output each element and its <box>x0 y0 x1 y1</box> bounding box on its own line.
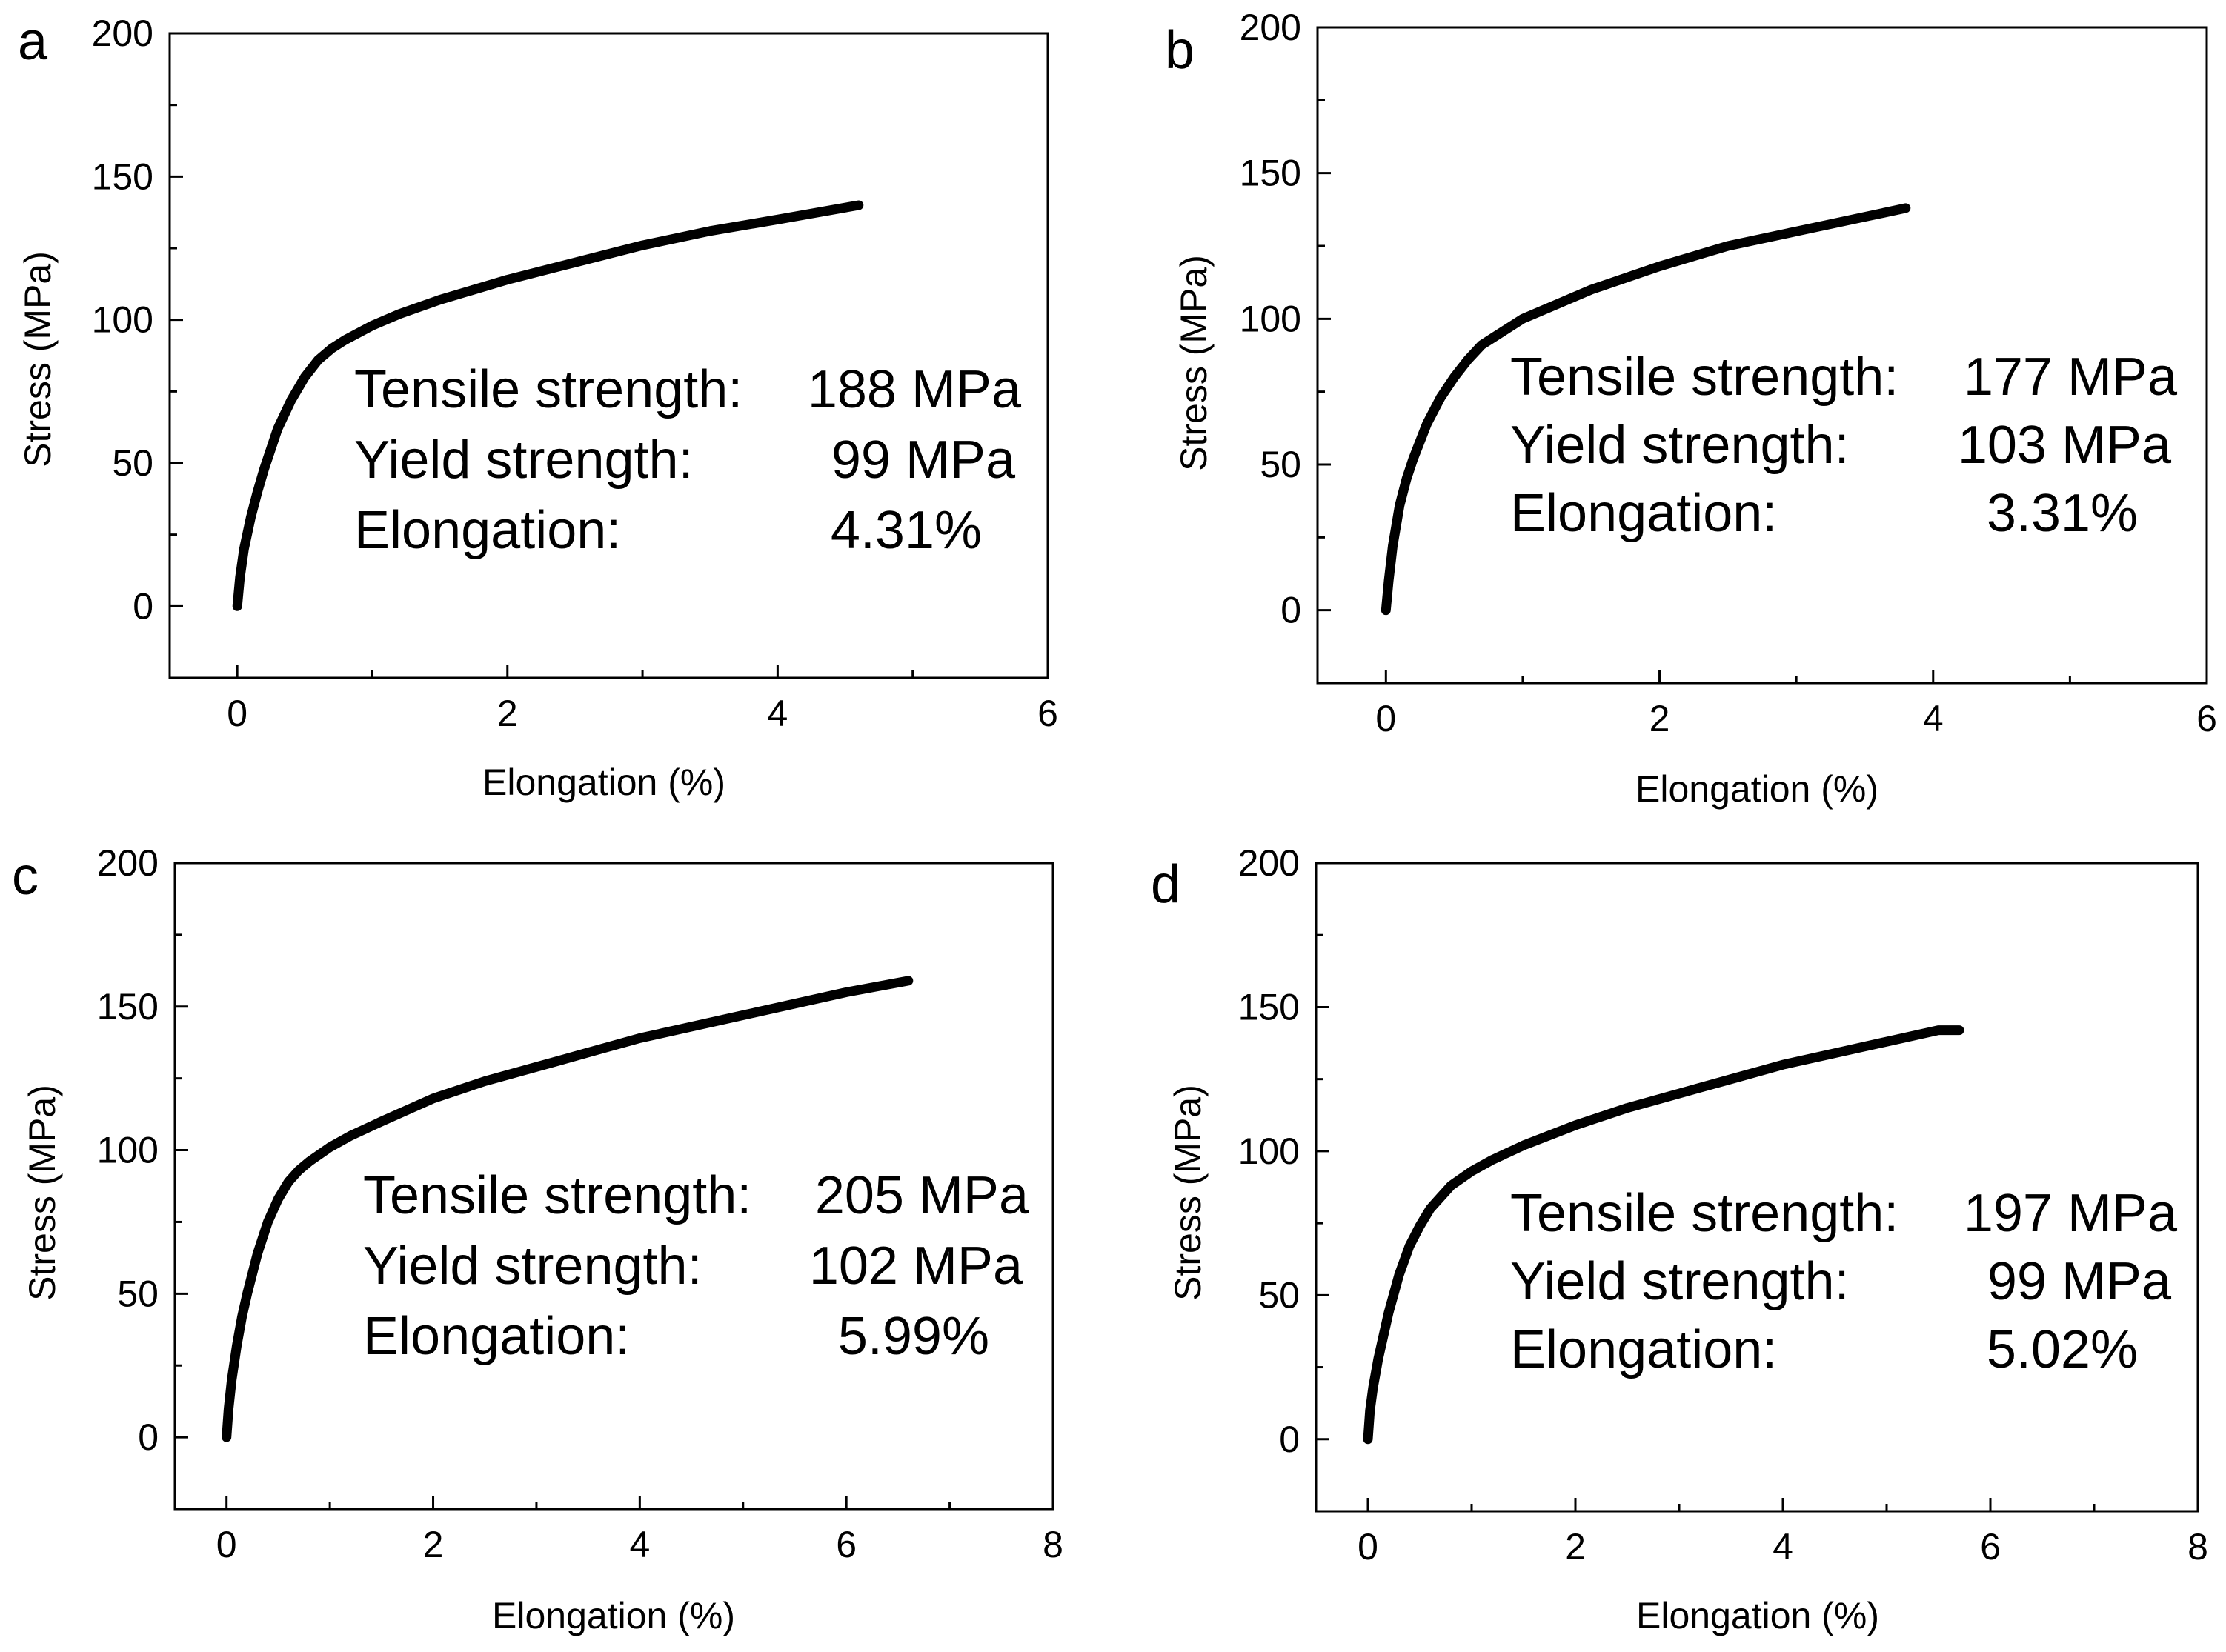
y-tick-label-d: 200 <box>1238 842 1300 884</box>
y-tick-label-c: 150 <box>97 986 159 1027</box>
x-tick-label-b: 0 <box>1375 698 1396 739</box>
x-tick-label-c: 8 <box>1043 1524 1063 1565</box>
x-axis-title-c: Elongation (%) <box>492 1595 735 1636</box>
series-line-a <box>232 200 864 611</box>
annot-yield-value-a: 99 MPa <box>831 430 1016 490</box>
x-tick-label-a: 2 <box>497 693 518 734</box>
x-tick-label-d: 4 <box>1773 1526 1793 1568</box>
annot-tensile-value-b: 177 MPa <box>1964 347 2178 407</box>
x-ticks-c: 0 2 4 6 8 <box>216 1496 1063 1565</box>
y-ticks-c: 0 50 100 150 200 <box>97 842 188 1458</box>
y-tick-label-a: 200 <box>92 13 153 54</box>
x-tick-label-c: 0 <box>216 1524 237 1565</box>
annot-elong-label-d: Elongation: <box>1510 1320 1777 1379</box>
annot-elong-value-d: 5.02% <box>1987 1320 2138 1379</box>
panel-letter-d: d <box>1151 855 1180 914</box>
panel-letter-b: b <box>1165 21 1195 80</box>
plot-frame-b <box>1316 26 2208 685</box>
annot-elong-value-b: 3.31% <box>1987 484 2138 543</box>
x-ticks-a: 0 2 4 6 <box>227 665 1058 734</box>
y-tick-label-d: 50 <box>1258 1274 1300 1316</box>
x-tick-label-b: 2 <box>1649 698 1670 739</box>
x-tick-label-a: 4 <box>767 693 788 734</box>
annot-yield-value-b: 103 MPa <box>1958 416 2172 475</box>
panel-c: c 0 2 4 6 8 0 50 100 150 200 Elongation (%) Stre… <box>12 842 1063 1636</box>
annot-elong-value-c: 5.99% <box>838 1307 989 1366</box>
y-tick-label-a: 100 <box>92 299 153 341</box>
annot-yield-label-c: Yield strength: <box>363 1236 702 1296</box>
panel-letter-c: c <box>12 847 39 906</box>
annot-tensile-label-c: Tensile strength: <box>363 1166 751 1225</box>
annot-tensile-label-b: Tensile strength: <box>1510 347 1898 407</box>
x-tick-label-d: 8 <box>2187 1526 2208 1568</box>
y-tick-label-d: 100 <box>1238 1130 1300 1172</box>
annot-yield-label-d: Yield strength: <box>1510 1252 1850 1311</box>
y-axis-title-b: Stress (MPa) <box>1173 255 1215 471</box>
y-tick-label-a: 0 <box>133 585 153 627</box>
y-tick-label-a: 150 <box>92 156 153 197</box>
annot-elong-label-c: Elongation: <box>363 1307 630 1366</box>
annot-elong-label-a: Elongation: <box>354 501 621 560</box>
panel-b: b 0 2 4 6 0 50 100 150 200 Elongation (%) Stres… <box>1165 7 2217 810</box>
y-tick-label-b: 200 <box>1240 7 1301 48</box>
y-tick-label-b: 150 <box>1240 153 1301 194</box>
series-line-c <box>222 976 914 1442</box>
y-axis-title-c: Stress (MPa) <box>21 1085 63 1301</box>
y-tick-label-b: 100 <box>1240 298 1301 339</box>
x-axis-title-a: Elongation (%) <box>482 762 725 803</box>
y-tick-label-c: 100 <box>97 1130 159 1171</box>
x-ticks-b: 0 2 4 6 <box>1375 670 2217 739</box>
x-tick-label-c: 4 <box>629 1524 650 1565</box>
annot-tensile-value-c: 205 MPa <box>815 1166 1029 1225</box>
x-axis-title-b: Elongation (%) <box>1635 768 1878 810</box>
y-ticks-d: 0 50 100 150 200 <box>1238 842 1329 1460</box>
annot-tensile-label-a: Tensile strength: <box>354 360 742 419</box>
x-tick-label-d: 0 <box>1358 1526 1378 1568</box>
y-tick-label-d: 0 <box>1279 1419 1300 1460</box>
y-axis-title-d: Stress (MPa) <box>1167 1085 1209 1301</box>
annot-tensile-value-a: 188 MPa <box>808 360 1022 419</box>
series-line-b <box>1381 203 1911 616</box>
y-ticks-b: 0 50 100 150 200 <box>1240 7 1331 631</box>
panel-d: d 0 2 4 6 8 0 50 100 150 200 Elongation (%) Stre… <box>1151 842 2208 1636</box>
x-tick-label-d: 2 <box>1565 1526 1586 1568</box>
x-tick-label-a: 0 <box>227 693 247 734</box>
annot-yield-value-d: 99 MPa <box>1987 1252 2172 1311</box>
y-tick-label-c: 200 <box>97 842 159 884</box>
y-tick-label-c: 50 <box>117 1273 159 1314</box>
annot-yield-label-a: Yield strength: <box>354 430 694 490</box>
y-tick-label-b: 0 <box>1280 590 1301 631</box>
y-ticks-a: 0 50 100 150 200 <box>92 13 183 627</box>
annot-elong-label-b: Elongation: <box>1510 484 1777 543</box>
y-tick-label-d: 150 <box>1238 986 1300 1027</box>
annot-tensile-value-d: 197 MPa <box>1964 1184 2178 1243</box>
annot-yield-value-c: 102 MPa <box>809 1236 1023 1296</box>
x-tick-label-c: 2 <box>423 1524 444 1565</box>
y-tick-label-c: 0 <box>138 1416 159 1458</box>
plot-frame-d <box>1315 862 2199 1513</box>
annot-tensile-label-d: Tensile strength: <box>1510 1184 1898 1243</box>
series-line-d <box>1363 1025 1964 1445</box>
plot-frame-c <box>173 862 1054 1511</box>
x-tick-label-b: 6 <box>2196 698 2217 739</box>
y-axis-title-a: Stress (MPa) <box>17 251 59 467</box>
annot-yield-label-b: Yield strength: <box>1510 416 1850 475</box>
x-ticks-d: 0 2 4 6 8 <box>1358 1498 2208 1568</box>
x-tick-label-c: 6 <box>836 1524 857 1565</box>
panel-letter-a: a <box>18 12 48 71</box>
y-tick-label-a: 50 <box>112 442 153 484</box>
x-tick-label-a: 6 <box>1037 693 1058 734</box>
x-tick-label-b: 4 <box>1923 698 1944 739</box>
panel-a: a 0 2 4 6 0 50 100 150 200 Elongation (%) Stres… <box>17 12 1058 803</box>
plot-frame-a <box>168 32 1049 679</box>
y-tick-label-b: 50 <box>1260 444 1301 485</box>
x-axis-title-d: Elongation (%) <box>1636 1595 1879 1636</box>
annot-elong-value-a: 4.31% <box>831 501 982 560</box>
x-tick-label-d: 6 <box>1980 1526 2001 1568</box>
